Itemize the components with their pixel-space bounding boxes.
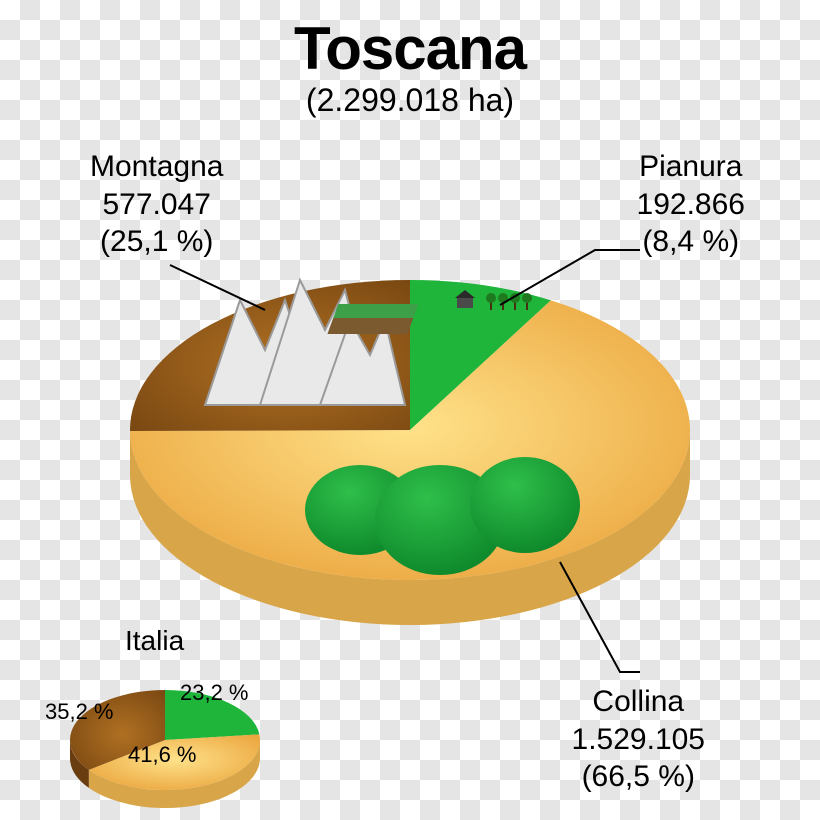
- label-pianura-name: Pianura: [637, 148, 745, 186]
- main-pie: [130, 280, 690, 625]
- label-montagna-name: Montagna: [90, 148, 223, 186]
- label-montagna-value: 577.047: [90, 186, 223, 224]
- label-pianura-pct: (8,4 %): [637, 223, 745, 261]
- mini-label-montagna: 35,2 %: [45, 699, 114, 725]
- label-collina-value: 1.529.105: [572, 721, 705, 759]
- label-montagna: Montagna 577.047 (25,1 %): [90, 148, 223, 261]
- mini-label-collina: 41,6 %: [128, 742, 197, 768]
- label-collina-pct: (66,5 %): [572, 758, 705, 796]
- label-collina: Collina 1.529.105 (66,5 %): [572, 683, 705, 796]
- chart-title: Toscana: [0, 14, 820, 83]
- label-italia: Italia: [125, 623, 184, 658]
- label-pianura: Pianura 192.866 (8,4 %): [637, 148, 745, 261]
- label-montagna-pct: (25,1 %): [90, 223, 223, 261]
- mini-label-pianura: 23,2 %: [180, 680, 249, 706]
- chart-subtitle: (2.299.018 ha): [0, 82, 820, 119]
- label-pianura-value: 192.866: [637, 186, 745, 224]
- label-collina-name: Collina: [572, 683, 705, 721]
